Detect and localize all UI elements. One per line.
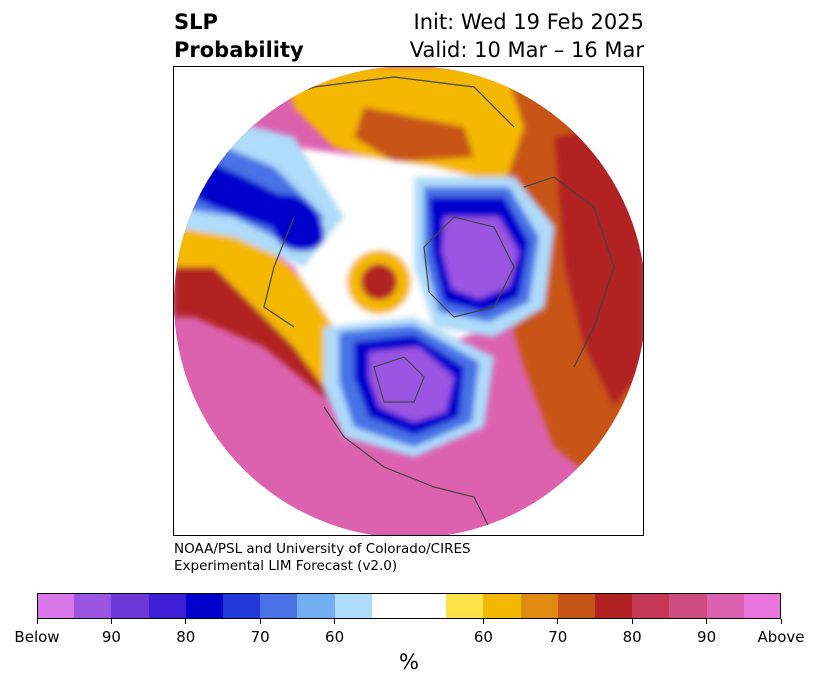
- init-date: Init: Wed 19 Feb 2025: [413, 10, 644, 34]
- colorbar-segment: [595, 593, 633, 619]
- colorbar-segment: [37, 593, 75, 619]
- colorbar-segment: [557, 593, 596, 619]
- colorbar-segment: [74, 593, 112, 619]
- colorbar-tick-label: Below: [14, 628, 60, 646]
- colorbar-tick: [631, 619, 633, 624]
- colorbar-segment: [743, 593, 782, 619]
- map-title: SLP Probability: [174, 8, 304, 64]
- colorbar-segment: [223, 593, 261, 619]
- credit-line-1: NOAA/PSL and University of Colorado/CIRE…: [174, 541, 471, 557]
- colorbar-unit: %: [399, 650, 419, 674]
- shaded-probability-regions: [174, 67, 643, 535]
- alaska-outline: [263, 216, 295, 328]
- colorbar-tick: [334, 619, 336, 624]
- colorbar-segment: [111, 593, 150, 619]
- polar-map: [173, 66, 644, 536]
- title-line-1: SLP: [174, 10, 218, 34]
- europe-outline: [523, 176, 615, 368]
- polar-above-core: [361, 264, 397, 300]
- colorbar-tick: [780, 619, 782, 624]
- colorbar-segment: [297, 593, 336, 619]
- title-line-2: Probability: [174, 38, 304, 62]
- greenland-outline: [423, 216, 515, 318]
- siberia-low-center: [270, 194, 324, 252]
- colorbar-segment: [260, 593, 298, 619]
- colorbar-segment: [334, 593, 373, 619]
- colorbar-tick-label: 80: [176, 628, 196, 646]
- forecast-dates: Init: Wed 19 Feb 2025 Valid: 10 Mar – 16…: [410, 8, 644, 64]
- colorbar-segment: [483, 593, 522, 619]
- credit-line-2: Experimental LIM Forecast (v2.0): [174, 558, 398, 574]
- colorbar-tick: [706, 619, 708, 624]
- colorbar-segment: [371, 593, 410, 619]
- colorbar-tick: [110, 619, 112, 624]
- probability-field: [174, 67, 643, 535]
- valid-dates: Valid: 10 Mar – 16 Mar: [409, 38, 644, 62]
- colorbar-segment: [409, 593, 447, 619]
- colorbar-tick-label: 90: [101, 628, 121, 646]
- colorbar-segment: [185, 593, 224, 619]
- colorbar-tick: [185, 619, 187, 624]
- colorbar-tick-label: 70: [548, 628, 568, 646]
- credit-text: NOAA/PSL and University of Colorado/CIRE…: [174, 541, 471, 575]
- colorbar-tick: [557, 619, 559, 624]
- colorbar-segment: [520, 593, 559, 619]
- north-america-outline: [323, 406, 495, 535]
- colorbar-border: [37, 593, 781, 619]
- colorbar: [37, 593, 782, 619]
- colorbar-tick-label: 60: [325, 628, 345, 646]
- hudson-bay-outline: [373, 356, 425, 403]
- colorbar-tick-label: 70: [250, 628, 270, 646]
- colorbar-tick-label: 80: [622, 628, 642, 646]
- colorbar-segment: [446, 593, 484, 619]
- colorbar-tick-label: Above: [757, 628, 805, 646]
- orange-north-core: [354, 107, 474, 162]
- colorbar-tick: [36, 619, 38, 624]
- colorbar-segment: [148, 593, 187, 619]
- colorbar-segment: [669, 593, 708, 619]
- colorbar-tick-label: 60: [473, 628, 493, 646]
- colorbar-segment: [706, 593, 745, 619]
- colorbar-tick-label: 90: [697, 628, 717, 646]
- colorbar-segment: [632, 593, 670, 619]
- colorbar-tick: [259, 619, 261, 624]
- namerica-deep-low: [369, 347, 454, 422]
- colorbar-tick: [482, 619, 484, 624]
- coastline-outlines: [253, 76, 615, 535]
